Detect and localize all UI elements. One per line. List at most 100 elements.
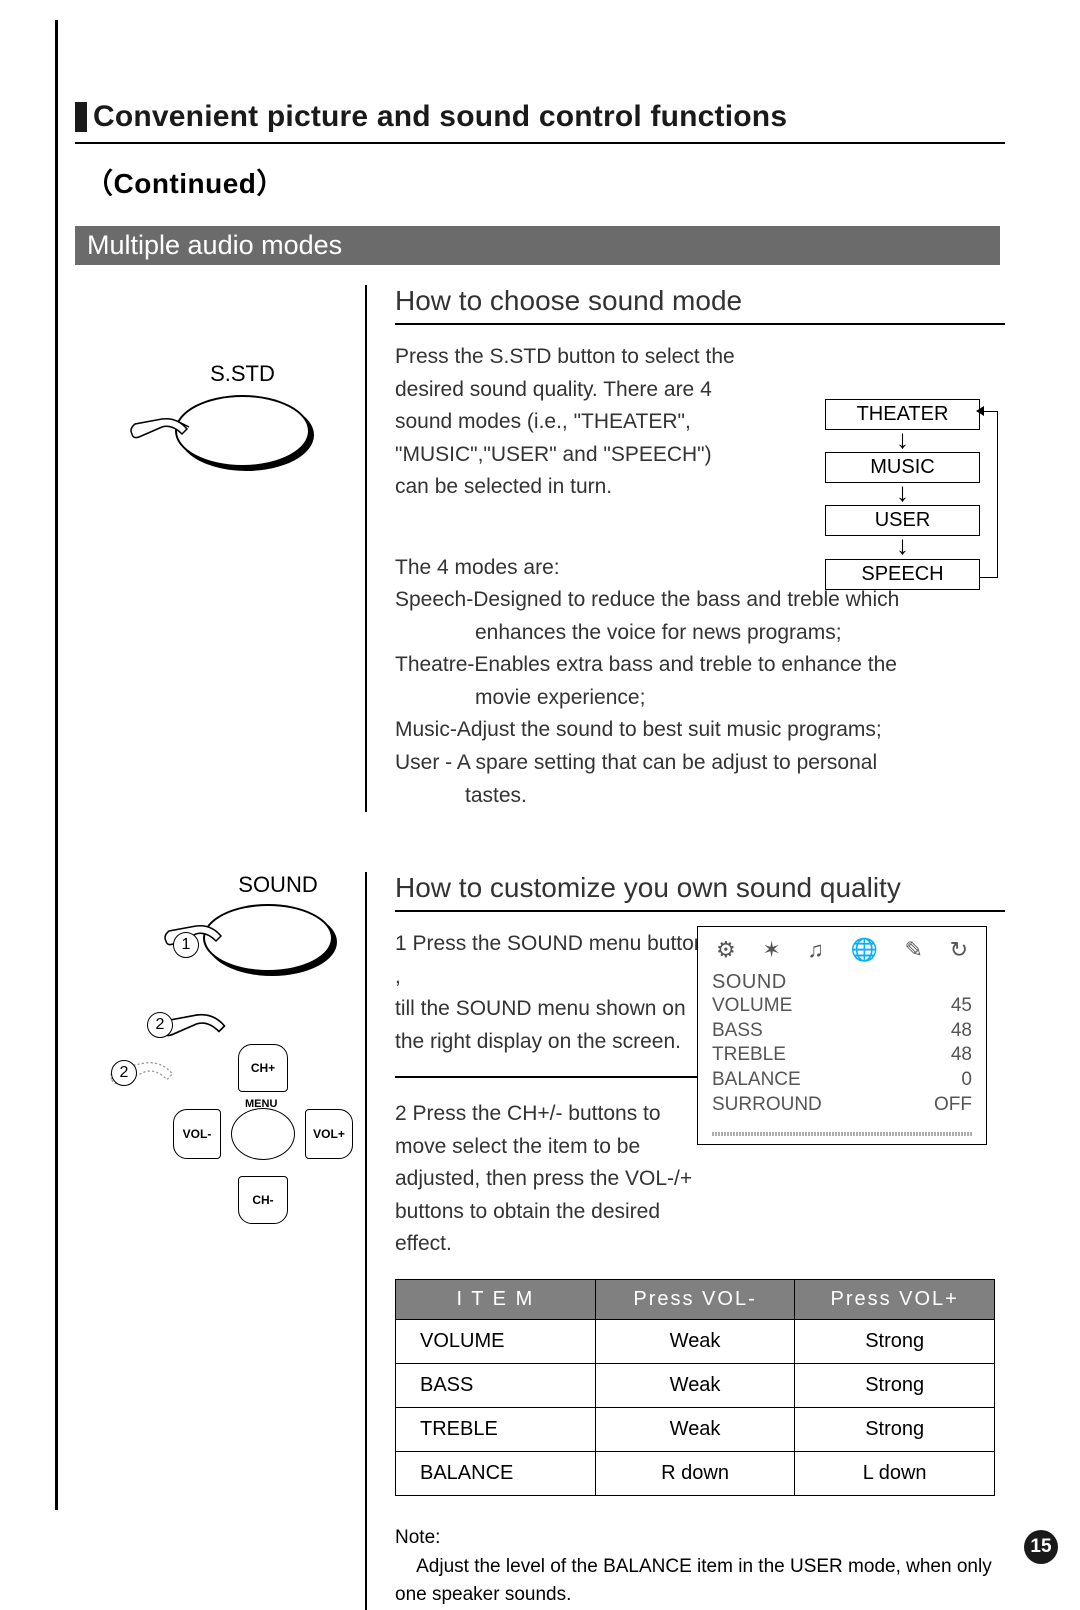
- left-column-sstd: S.STD: [75, 285, 365, 812]
- note-text: Adjust the level of the BALANCE item in …: [395, 1556, 992, 1606]
- step1-line: the right display on the screen.: [395, 1026, 715, 1059]
- osd-icon: ✶: [762, 937, 780, 963]
- mode-desc: tastes.: [395, 780, 1005, 813]
- mode-box-speech: SPEECH: [825, 559, 980, 590]
- step1-line: 1 Press the SOUND menu button ,: [395, 928, 715, 993]
- osd-icon: ✎: [905, 937, 923, 963]
- osd-row-label: VOLUME: [712, 994, 792, 1019]
- ch-minus-label: CH-: [252, 1193, 273, 1207]
- mode-desc: User - A spare setting that can be adjus…: [395, 747, 1005, 780]
- step-number-2: 2: [147, 1012, 173, 1038]
- step-number-2b: 2: [111, 1060, 137, 1086]
- vol-minus-label: VOL-: [183, 1127, 212, 1141]
- section-customize: SOUND 1 2: [75, 872, 1015, 1609]
- table-cell: L down: [795, 1452, 995, 1496]
- table-cell: VOLUME: [396, 1320, 596, 1364]
- table-cell: Weak: [595, 1364, 795, 1408]
- intro-paragraph: Press the S.STD button to select the des…: [395, 341, 1005, 504]
- intro-line: sound modes (i.e., "THEATER",: [395, 406, 795, 439]
- intro-line: desired sound quality. There are 4: [395, 374, 795, 407]
- table-cell: TREBLE: [396, 1408, 596, 1452]
- osd-row-value: OFF: [934, 1093, 972, 1118]
- section-bar: Multiple audio modes: [75, 226, 1000, 265]
- vol-plus-button: VOL+: [305, 1109, 353, 1159]
- left-column-sound: SOUND 1 2: [75, 872, 365, 1609]
- table-header: Press VOL-: [595, 1280, 795, 1320]
- osd-row: TREBLE 48: [712, 1043, 972, 1068]
- osd-row: SURROUND OFF: [712, 1093, 972, 1118]
- table-header: Press VOL+: [795, 1280, 995, 1320]
- table-cell: Strong: [795, 1408, 995, 1452]
- right-column-choose: How to choose sound mode Press the S.STD…: [365, 285, 1005, 812]
- osd-row-label: TREBLE: [712, 1043, 786, 1068]
- ch-plus-label: CH+: [251, 1061, 275, 1075]
- sstd-label: S.STD: [175, 361, 310, 387]
- table-cell: Strong: [795, 1364, 995, 1408]
- step2-line: move select the item to be: [395, 1131, 725, 1164]
- divider: [395, 1076, 725, 1078]
- osd-slider-bar: [712, 1132, 972, 1136]
- note-label: Note:: [395, 1527, 440, 1548]
- step1-line: till the SOUND menu shown on: [395, 993, 715, 1026]
- table-row: BALANCE R down L down: [396, 1452, 995, 1496]
- osd-row-label: BALANCE: [712, 1068, 801, 1093]
- osd-title: SOUND: [712, 971, 972, 994]
- table-cell: Weak: [595, 1408, 795, 1452]
- mode-flow-diagram: THEATER ↓ MUSIC ↓ USER ↓ SPEECH: [825, 399, 980, 594]
- continued-label: （Continued）: [85, 162, 1015, 202]
- osd-row: VOLUME 45: [712, 994, 972, 1019]
- menu-button: [231, 1108, 295, 1160]
- intro-line: "MUSIC","USER" and "SPEECH"): [395, 439, 795, 472]
- heading-choose-mode: How to choose sound mode: [395, 285, 1005, 325]
- vol-plus-label: VOL+: [313, 1127, 345, 1141]
- table-header-row: I T E M Press VOL- Press VOL+: [396, 1280, 995, 1320]
- sstd-illustration: S.STD: [175, 361, 310, 467]
- return-line: [980, 411, 998, 578]
- intro-line: can be selected in turn.: [395, 471, 795, 504]
- osd-row-value: 45: [951, 994, 972, 1019]
- ch-plus-button: CH+: [238, 1044, 288, 1092]
- down-arrow-icon: ↓: [825, 430, 980, 448]
- title-underline: [75, 142, 1005, 144]
- osd-icon: ⚙: [716, 937, 736, 963]
- osd-icon: ↻: [950, 937, 968, 963]
- osd-row-value: 48: [951, 1043, 972, 1068]
- mode-desc: movie experience;: [395, 682, 1005, 715]
- page-title: Convenient picture and sound control fun…: [75, 100, 1015, 134]
- effects-table: I T E M Press VOL- Press VOL+ VOLUME Wea…: [395, 1279, 995, 1496]
- sound-illustration: SOUND 1 2: [113, 872, 363, 1254]
- table-cell: BASS: [396, 1364, 596, 1408]
- heading-customize: How to customize you own sound quality: [395, 872, 1005, 912]
- table-row: TREBLE Weak Strong: [396, 1408, 995, 1452]
- mode-desc: Music-Adjust the sound to best suit musi…: [395, 714, 1005, 747]
- osd-row: BASS48: [712, 1019, 972, 1044]
- sound-label: SOUND: [193, 872, 363, 898]
- osd-row-label: SURROUND: [712, 1093, 822, 1118]
- osd-icon-row: ⚙ ✶ ♫ 🌐 ✎ ↻: [712, 937, 972, 971]
- step2-line: effect.: [395, 1228, 725, 1261]
- table-row: VOLUME Weak Strong: [396, 1320, 995, 1364]
- table-cell: BALANCE: [396, 1452, 596, 1496]
- osd-icon: 🌐: [851, 937, 878, 963]
- osd-row: BALANCE 0: [712, 1068, 972, 1093]
- step2-line: buttons to obtain the desired: [395, 1196, 725, 1229]
- table-row: BASS Weak Strong: [396, 1364, 995, 1408]
- vol-minus-button: VOL-: [173, 1109, 221, 1159]
- step2-line: adjusted, then press the VOL-/+: [395, 1163, 725, 1196]
- osd-row-label: BASS: [712, 1019, 763, 1044]
- mode-desc: Theatre-Enables extra bass and treble to…: [395, 649, 1005, 682]
- table-cell: R down: [595, 1452, 795, 1496]
- ch-minus-button: CH-: [238, 1176, 288, 1224]
- table-cell: Strong: [795, 1320, 995, 1364]
- table-header: I T E M: [396, 1280, 596, 1320]
- table-cell: Weak: [595, 1320, 795, 1364]
- return-arrow-icon: [976, 406, 984, 416]
- step2-line: 2 Press the CH+/- buttons to: [395, 1098, 725, 1131]
- page-content: Convenient picture and sound control fun…: [75, 100, 1015, 1610]
- dpad: CH+ CH- VOL- VOL+ MENU: [173, 1044, 353, 1224]
- down-arrow-icon: ↓: [825, 483, 980, 501]
- hand-icon: [127, 409, 197, 449]
- osd-row-value: 0: [961, 1068, 972, 1093]
- osd-icon: ♫: [807, 937, 824, 963]
- intro-line: Press the S.STD button to select the: [395, 341, 795, 374]
